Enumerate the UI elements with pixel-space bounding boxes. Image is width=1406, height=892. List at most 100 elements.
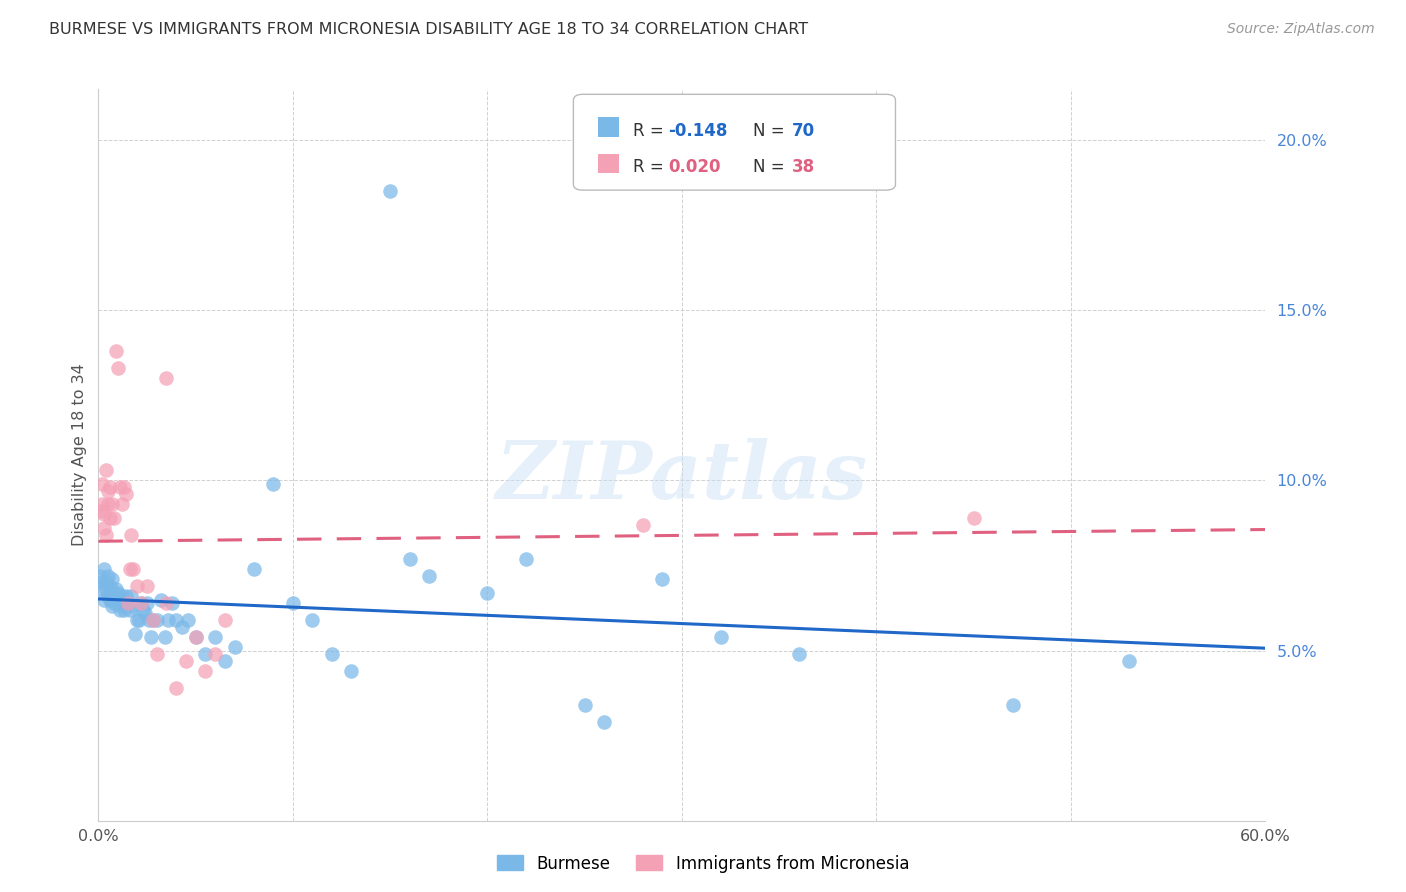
Legend: Burmese, Immigrants from Micronesia: Burmese, Immigrants from Micronesia [491,848,915,880]
Point [651,572,673,586]
Point [96,528,118,542]
Point [593,714,616,729]
Point [574,698,596,712]
Point [107,585,129,599]
Point [97,497,120,511]
Point [122,562,145,576]
Point [138,613,160,627]
Point [98,592,121,607]
Point [174,654,197,668]
Point [93,592,115,607]
Text: ZIPatlas: ZIPatlas [496,438,868,516]
Point [165,613,187,627]
Point [281,596,304,610]
Point [129,596,152,610]
Point [155,371,177,385]
Point [111,599,134,614]
Point [477,585,499,599]
Point [1118,654,1140,668]
Point [93,508,115,522]
Point [93,521,115,535]
Point [91,575,114,590]
Point [153,630,176,644]
Point [91,497,114,511]
Point [132,603,155,617]
Point [710,630,733,644]
Point [204,630,226,644]
Point [380,184,402,198]
Point [136,579,159,593]
Point [127,613,149,627]
Point [129,596,152,610]
Text: R =: R = [633,159,669,177]
Text: 38: 38 [792,159,814,177]
Point [398,551,420,566]
Point [107,596,129,610]
Point [114,589,136,603]
Point [194,647,217,661]
Point [91,582,114,597]
Point [97,568,120,582]
Point [515,551,537,566]
Point [962,511,984,525]
Point [340,664,363,678]
Point [243,562,266,576]
Point [184,630,207,644]
Point [146,613,169,627]
Point [142,613,165,627]
Point [112,603,135,617]
Point [104,582,127,597]
Point [108,480,131,494]
Point [112,480,135,494]
Point [149,592,172,607]
Text: BURMESE VS IMMIGRANTS FROM MICRONESIA DISABILITY AGE 18 TO 34 CORRELATION CHART: BURMESE VS IMMIGRANTS FROM MICRONESIA DI… [49,22,808,37]
Point [98,579,121,593]
FancyBboxPatch shape [574,95,896,190]
Point [117,596,139,610]
Point [96,582,118,597]
Point [118,603,141,617]
Point [631,517,654,532]
Point [184,630,207,644]
Point [111,497,134,511]
Point [224,640,246,654]
Point [136,596,159,610]
FancyBboxPatch shape [598,153,619,173]
Point [93,562,115,576]
Point [262,476,284,491]
Point [127,579,149,593]
Text: -0.148: -0.148 [668,122,727,140]
Point [214,654,236,668]
Point [165,681,187,695]
Text: 0.020: 0.020 [668,159,720,177]
Point [204,647,226,661]
Point [96,463,118,477]
Point [108,603,131,617]
Text: R =: R = [633,122,669,140]
Point [139,630,162,644]
Point [117,596,139,610]
Point [104,344,127,359]
Point [177,613,200,627]
Point [128,613,150,627]
Y-axis label: Disability Age 18 to 34: Disability Age 18 to 34 [72,364,87,546]
Point [114,487,136,501]
Point [170,620,193,634]
Point [321,647,343,661]
Point [418,568,440,582]
Point [155,596,177,610]
Point [89,504,111,518]
Point [103,585,125,599]
Text: N =: N = [754,122,790,140]
Point [98,511,121,525]
Point [103,511,125,525]
Point [91,476,114,491]
Point [1001,698,1024,712]
Point [97,483,120,498]
Point [194,664,217,678]
Point [134,606,156,620]
Text: N =: N = [754,159,790,177]
Text: Source: ZipAtlas.com: Source: ZipAtlas.com [1227,22,1375,37]
Point [107,361,129,376]
Point [124,626,146,640]
